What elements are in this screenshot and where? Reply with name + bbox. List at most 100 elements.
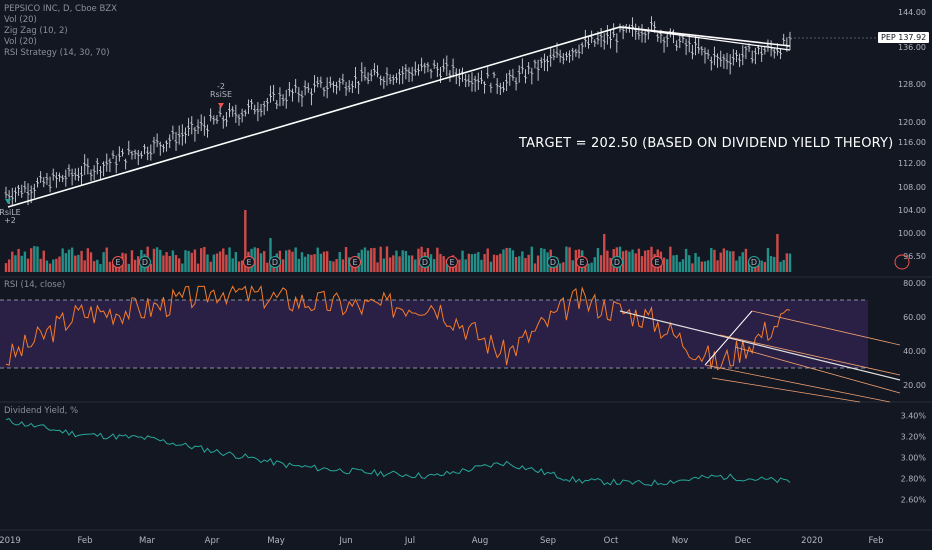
volume-bar <box>64 253 68 272</box>
volume-bar <box>33 246 36 272</box>
volume-bar <box>55 258 58 272</box>
legend-indicator[interactable]: Vol (20) <box>4 15 37 25</box>
volume-bar <box>388 257 392 272</box>
volume-bar <box>253 247 256 272</box>
volume-bar <box>533 263 537 272</box>
volume-bar <box>48 263 52 272</box>
volume-bar <box>486 248 489 272</box>
pitchfork-line <box>734 346 901 394</box>
x-tick-label: Jul <box>404 536 415 546</box>
price-tick-label: 128.00 <box>898 80 926 89</box>
event-marker-label: E <box>449 258 454 267</box>
volume-bar <box>530 246 534 272</box>
volume-bar <box>625 250 628 272</box>
volume-bar <box>596 248 600 272</box>
volume-bar <box>697 256 700 272</box>
event-marker <box>576 256 588 268</box>
event-marker-label: E <box>654 258 659 267</box>
volume-bar <box>231 258 234 272</box>
yield-tick-label: 2.60% <box>901 495 927 504</box>
volume-bar <box>177 258 181 272</box>
event-marker-label: E <box>579 258 584 267</box>
volume-bar <box>376 262 379 272</box>
yield-tick-label: 2.80% <box>901 474 927 483</box>
volume-bar <box>694 253 697 272</box>
volume-bar <box>744 248 748 272</box>
pitchfork-median <box>619 310 901 381</box>
signal-arrow-down <box>218 103 224 108</box>
event-marker <box>349 256 361 268</box>
legend-indicator[interactable]: Zig Zag (10, 2) <box>4 26 68 36</box>
volume-bar <box>470 254 474 272</box>
volume-bar <box>492 254 496 272</box>
volume-bar <box>325 251 329 272</box>
volume-bar <box>706 260 710 272</box>
volume-bar <box>442 256 445 272</box>
trendline <box>7 26 791 208</box>
volume-bar <box>445 259 449 272</box>
volume-bar <box>159 249 162 272</box>
volume-bar <box>703 261 707 272</box>
price-bars <box>4 16 792 207</box>
volume-bar <box>540 248 543 272</box>
event-marker-label: D <box>751 258 757 267</box>
volume-bar <box>225 254 228 272</box>
legend-indicator[interactable]: RSI Strategy (14, 30, 70) <box>4 48 110 58</box>
event-marker <box>651 256 663 268</box>
volume-bar <box>17 248 20 272</box>
volume-bar <box>678 261 681 272</box>
volume-bar <box>738 256 741 272</box>
volume-bar <box>83 260 86 272</box>
event-marker-label: E <box>352 258 357 267</box>
volume-bar <box>467 253 471 272</box>
volume-bar <box>297 258 301 272</box>
volume-bar <box>111 263 115 272</box>
event-marker <box>243 256 255 268</box>
volume-bar <box>621 251 625 272</box>
volume-bar <box>168 256 171 272</box>
volume-bar <box>599 255 603 272</box>
rsi-tick-label: 80.00 <box>903 279 926 288</box>
volume-bar <box>788 253 792 272</box>
x-tick-label: Mar <box>139 536 156 546</box>
signal-arrow-up <box>5 199 11 204</box>
volume-bar <box>234 252 238 272</box>
event-marker-axis <box>894 254 910 270</box>
event-marker-label: D <box>142 258 148 267</box>
volume-bar <box>669 246 672 272</box>
volume-bar <box>373 247 376 272</box>
volume-bar <box>757 260 760 272</box>
volume-bar <box>105 247 108 272</box>
volume-bar <box>716 260 719 272</box>
event-marker <box>611 256 623 268</box>
volume-bar <box>360 249 363 272</box>
volume-bar <box>300 252 304 272</box>
volume-bar <box>366 250 370 272</box>
legend-indicator[interactable]: Vol (20) <box>4 37 37 47</box>
volume-bar <box>417 248 420 272</box>
volume-bar <box>162 255 165 272</box>
volume-bar <box>344 247 348 272</box>
x-tick-label: Jun <box>338 536 352 546</box>
price-tick-label: 136.00 <box>898 43 926 52</box>
volume-bar <box>568 247 571 272</box>
volume-bar <box>222 248 225 272</box>
volume-bar <box>741 252 744 272</box>
volume-bar <box>385 246 389 272</box>
x-tick-label: Apr <box>205 536 220 546</box>
volume-bar <box>86 248 90 272</box>
volume-bar <box>574 249 578 272</box>
volume-bar <box>310 254 313 272</box>
volume-bar <box>313 254 316 272</box>
volume-bar <box>643 250 647 272</box>
x-tick-label: Feb <box>77 536 92 546</box>
yield-pane-label: Dividend Yield, % <box>4 406 79 416</box>
volume-bar <box>187 250 190 272</box>
volume-bar <box>133 259 137 272</box>
volume-bar <box>672 255 675 272</box>
volume-bar <box>558 263 562 272</box>
volume-bar <box>637 248 641 272</box>
volume-bar <box>212 254 216 272</box>
volume-bar <box>666 259 669 272</box>
